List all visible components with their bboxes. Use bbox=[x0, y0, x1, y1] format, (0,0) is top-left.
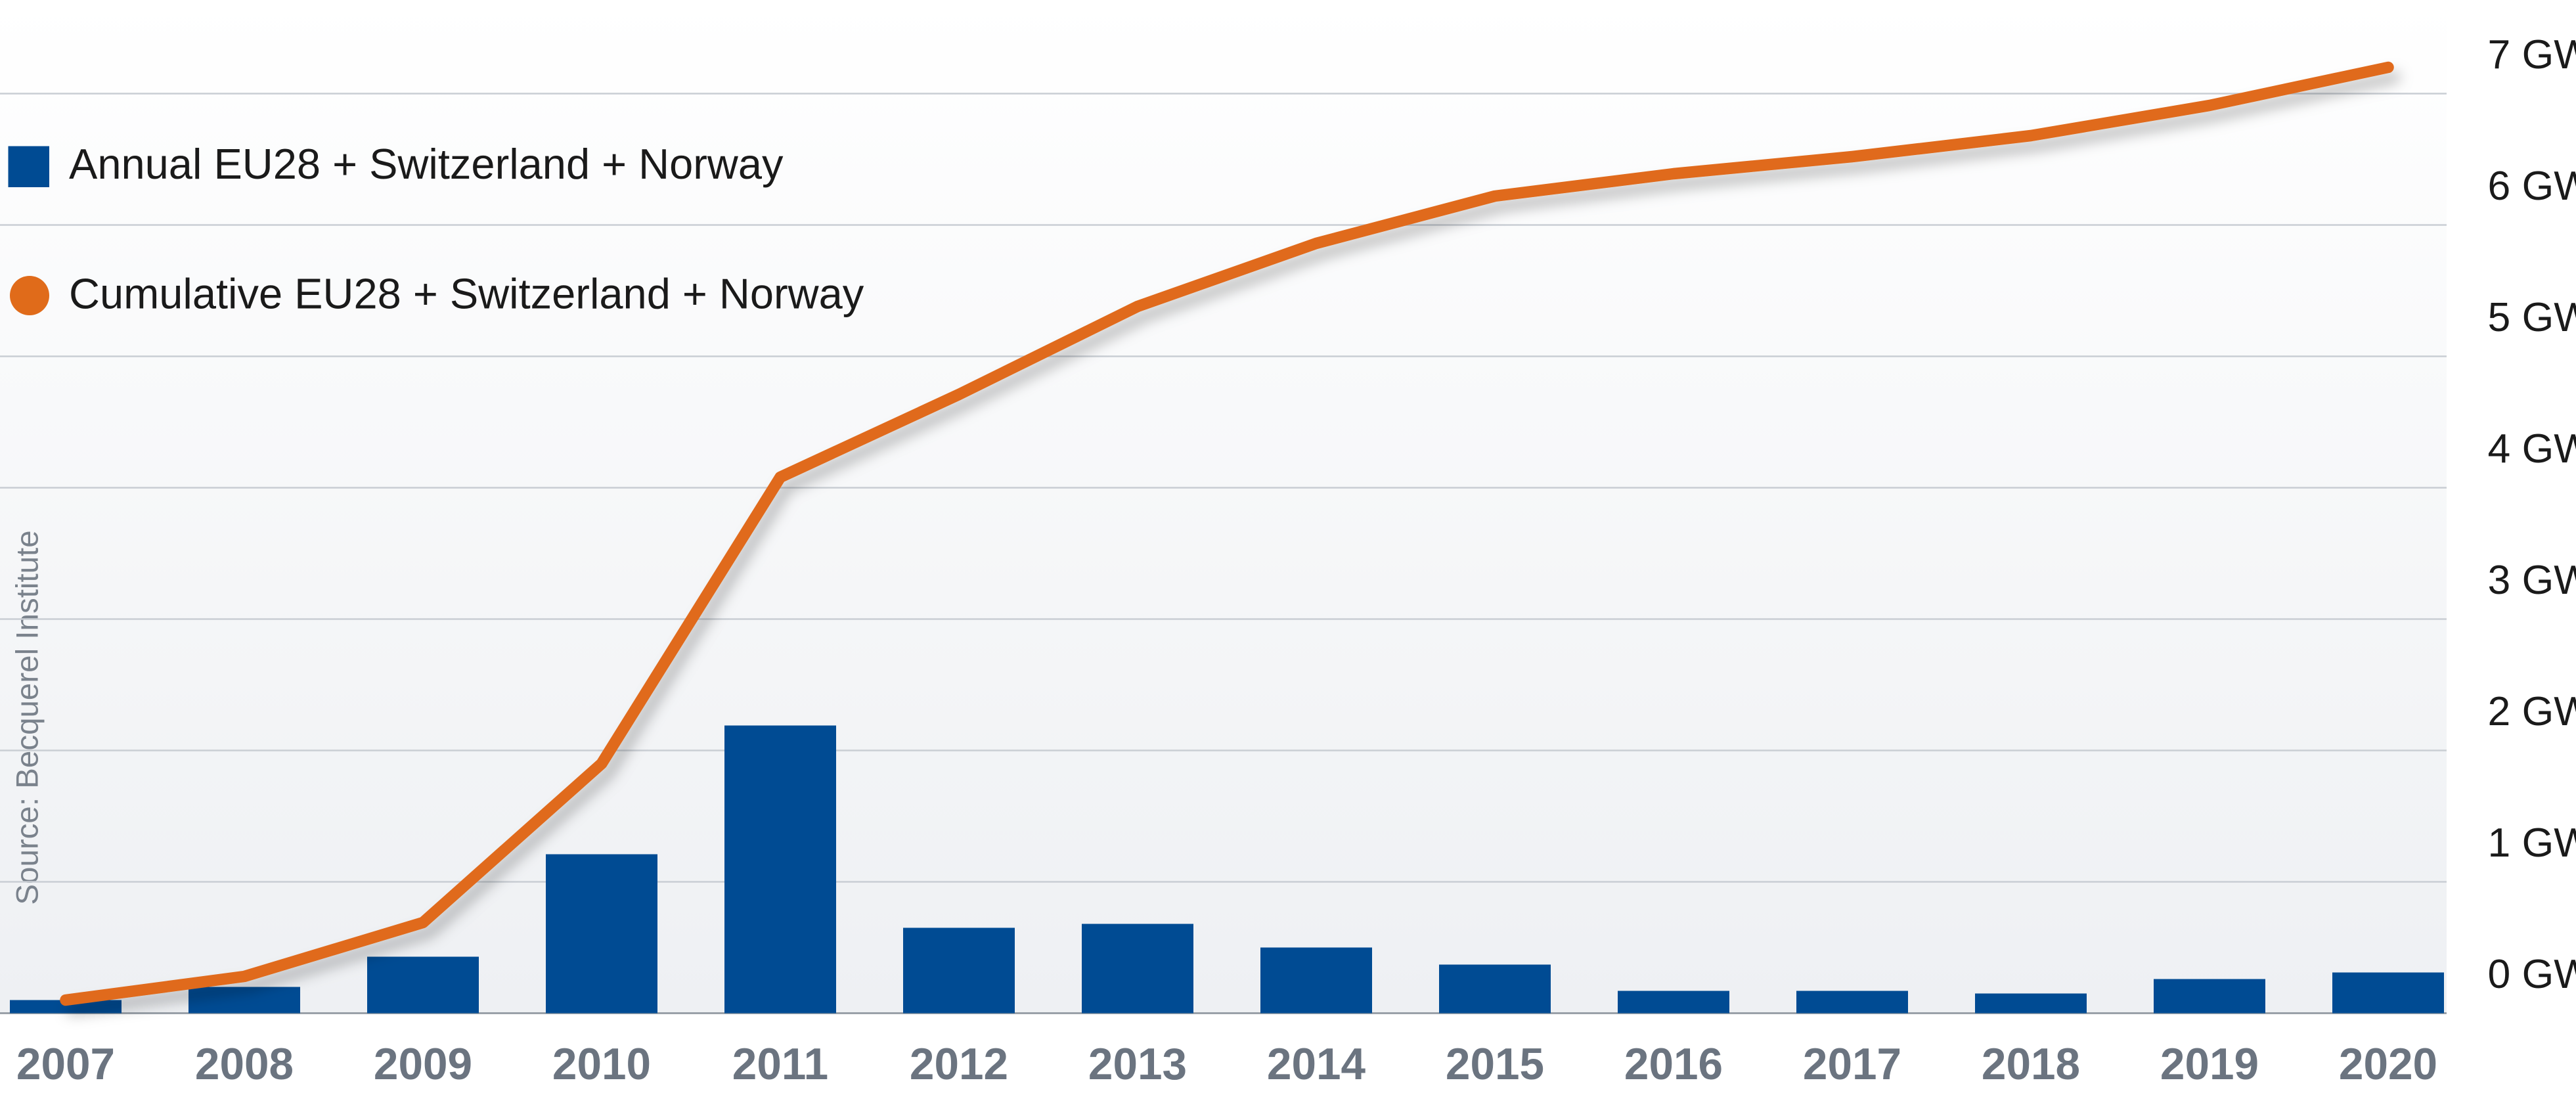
bar bbox=[1618, 991, 1729, 1014]
bar bbox=[367, 956, 479, 1014]
x-tick-label: 2014 bbox=[1267, 1040, 1366, 1089]
legend-swatch bbox=[8, 146, 49, 188]
source-note: Source: Becquerel Institute bbox=[11, 530, 45, 904]
x-tick-label: 2017 bbox=[1803, 1040, 1901, 1089]
y-tick-label: 4 GW bbox=[2488, 426, 2576, 472]
y-tick-label: 7 GW bbox=[2488, 32, 2576, 78]
x-tick-label: 2008 bbox=[195, 1040, 294, 1089]
y-tick-label: 3 GW bbox=[2488, 557, 2576, 603]
bar bbox=[724, 725, 836, 1014]
bar bbox=[1081, 924, 1193, 1014]
x-tick-label: 2018 bbox=[1982, 1040, 2080, 1089]
bar bbox=[2332, 972, 2444, 1014]
bar bbox=[10, 1000, 122, 1014]
x-tick-label: 2016 bbox=[1624, 1040, 1723, 1089]
plot-background bbox=[0, 0, 2447, 1014]
legend-label: Cumulative EU28 + Switzerland + Norway bbox=[69, 270, 864, 318]
x-tick-label: 2019 bbox=[2160, 1040, 2259, 1089]
y-tick-label: 0 GW bbox=[2488, 951, 2576, 997]
y-tick-label: 1 GW bbox=[2488, 820, 2576, 866]
bar bbox=[903, 927, 1015, 1014]
bar bbox=[1796, 991, 1908, 1014]
bar bbox=[545, 854, 657, 1014]
y-tick-label: 6 GW bbox=[2488, 163, 2576, 209]
y-tick-label: 2 GW bbox=[2488, 688, 2576, 734]
y-tick-label: 5 GW bbox=[2488, 294, 2576, 340]
bar bbox=[1439, 964, 1551, 1014]
legend-swatch bbox=[10, 276, 49, 316]
line bbox=[60, 61, 2394, 1006]
x-tick-label: 2012 bbox=[910, 1040, 1008, 1089]
x-tick-label: 2013 bbox=[1088, 1040, 1187, 1089]
bar bbox=[189, 987, 300, 1014]
x-tick-label: 2007 bbox=[16, 1040, 115, 1089]
x-tick-label: 2011 bbox=[732, 1040, 828, 1089]
bar bbox=[1975, 993, 2087, 1014]
x-tick-label: 2010 bbox=[552, 1040, 651, 1089]
x-tick-label: 2009 bbox=[374, 1040, 472, 1089]
bar bbox=[1260, 947, 1372, 1014]
bar bbox=[2153, 979, 2265, 1014]
x-tick-label: 2020 bbox=[2339, 1040, 2437, 1089]
x-tick-label: 2015 bbox=[1446, 1040, 1544, 1089]
legend-label: Annual EU28 + Switzerland + Norway bbox=[69, 140, 784, 188]
